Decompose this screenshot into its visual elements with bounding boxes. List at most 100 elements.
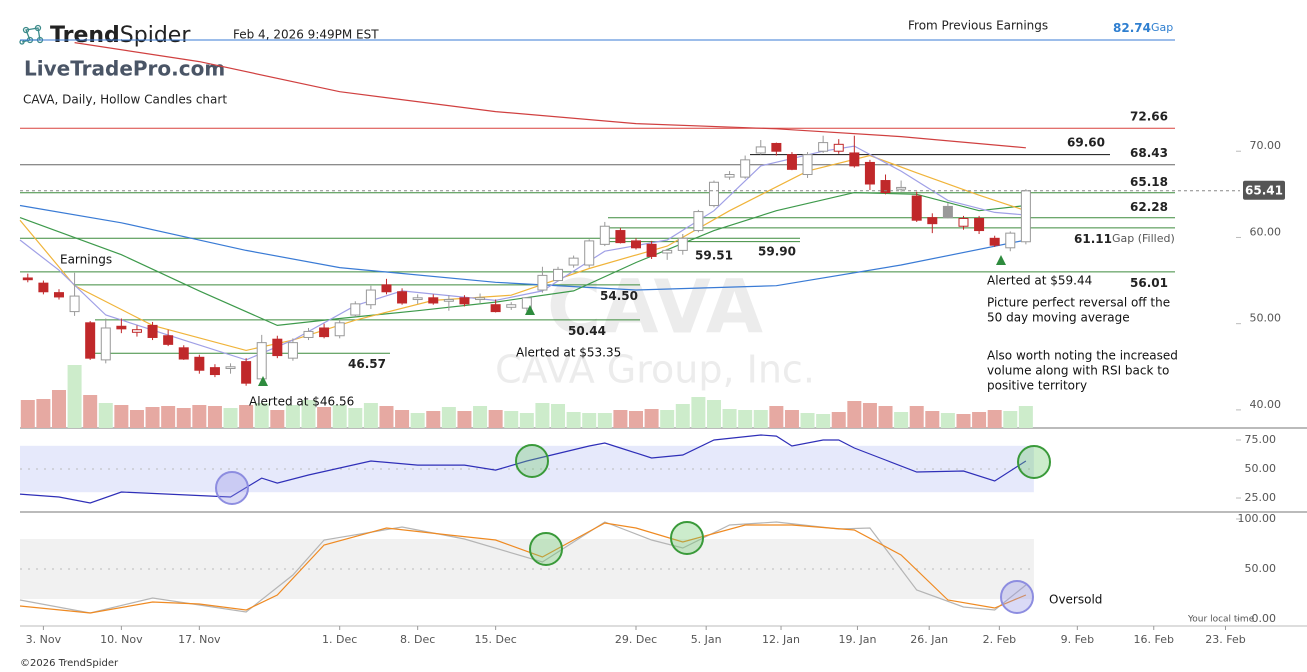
volume-bar xyxy=(987,410,1002,428)
volume-bar xyxy=(67,365,82,428)
level-label: 72.66 xyxy=(1130,109,1168,123)
plot-area xyxy=(19,42,1241,630)
volume-bar xyxy=(504,411,519,428)
volume-bar xyxy=(738,410,753,428)
volume-bar xyxy=(395,410,410,428)
candle-body xyxy=(599,225,610,245)
candle-body xyxy=(958,217,969,227)
y-tick-label: 40.00 xyxy=(1250,398,1282,411)
local-time: Your local time xyxy=(1187,615,1255,625)
volume-bar xyxy=(192,405,207,428)
level-note: Gap (Filled) xyxy=(1112,232,1175,245)
candle-body xyxy=(1020,190,1031,243)
level-label: 54.50 xyxy=(600,288,638,302)
highlight-circle xyxy=(670,521,704,555)
volume-bar xyxy=(925,411,940,428)
logo: TrendSpider xyxy=(50,23,191,48)
candle-body xyxy=(428,297,439,304)
level-value: 59.51 xyxy=(695,248,733,262)
y-tick-label: 50.00 xyxy=(1245,562,1277,575)
volume-bar xyxy=(83,395,98,428)
x-tick-label: 16. Feb xyxy=(1134,633,1174,646)
level-value: 56.01 xyxy=(1130,275,1168,289)
x-tick-label: 9. Feb xyxy=(1061,633,1094,646)
candle-body xyxy=(53,292,64,298)
alert-arrow xyxy=(258,376,268,386)
candle-body xyxy=(708,181,719,207)
candle-body xyxy=(272,338,283,357)
volume-bar xyxy=(566,412,581,428)
x-tick-label: 29. Dec xyxy=(615,633,657,646)
level-label: 59.90 xyxy=(758,244,796,258)
volume-bar xyxy=(379,406,394,428)
volume-bar xyxy=(722,409,737,428)
indicator-line xyxy=(19,521,1027,614)
volume-bar xyxy=(660,410,675,428)
indicator-line xyxy=(19,434,1027,504)
candle-body xyxy=(568,257,579,266)
volume-bar xyxy=(800,413,815,428)
candle-body xyxy=(381,284,392,293)
candle-body xyxy=(584,240,595,266)
level-value: 50.44 xyxy=(568,323,606,337)
candle-body xyxy=(786,154,797,170)
volume-bar xyxy=(582,413,597,428)
annotation: volume along with RSI back to xyxy=(987,364,1169,378)
candle-body xyxy=(241,361,252,384)
candle-body xyxy=(927,217,938,225)
annotation: Oversold xyxy=(1049,593,1102,607)
level-label: 46.57 xyxy=(348,357,386,371)
timestamp: Feb 4, 2026 9:49PM EST xyxy=(233,28,379,42)
candle-body xyxy=(771,142,782,152)
volume-bar xyxy=(769,406,784,428)
highlight-circle xyxy=(1017,445,1051,479)
candle-body xyxy=(864,161,875,185)
candle-body xyxy=(880,180,891,194)
candle-body xyxy=(100,327,111,361)
x-tick-label: 1. Dec xyxy=(322,633,357,646)
volume-bar xyxy=(816,414,831,428)
highlight-circle xyxy=(529,532,563,566)
candle-body xyxy=(319,327,330,338)
volume-bar xyxy=(862,403,877,428)
candle-body xyxy=(365,289,376,306)
candle-body xyxy=(802,154,813,176)
volume-bar xyxy=(909,406,924,428)
x-tick-label: 5. Jan xyxy=(691,633,722,646)
volume-bar xyxy=(753,410,768,428)
candle-body xyxy=(225,366,236,370)
candle-body xyxy=(896,186,907,190)
candle-body xyxy=(22,277,33,281)
candle-body xyxy=(615,230,626,244)
y-tick-label: 100.00 xyxy=(1238,512,1277,525)
gap-info: 82.74Gap xyxy=(1113,21,1173,35)
moving-average xyxy=(19,154,1027,352)
x-tick-label: 3. Nov xyxy=(26,633,62,646)
level-label: 62.28 xyxy=(1130,199,1168,213)
candle-body xyxy=(147,324,158,338)
volume-bar xyxy=(114,405,129,428)
annotation: Alerted at $46.56 xyxy=(249,395,354,409)
candle-body xyxy=(740,159,751,178)
last-price-label: 65.41 xyxy=(1245,183,1283,197)
annotation: Picture perfect reversal off the xyxy=(987,296,1170,310)
candle-body xyxy=(506,304,517,308)
x-tick-label: 19. Jan xyxy=(838,633,876,646)
candle-body xyxy=(194,356,205,371)
annotation: Alerted at $59.44 xyxy=(987,274,1092,288)
logo-light: Spider xyxy=(120,23,192,48)
logo-icon xyxy=(19,24,44,45)
candle-body xyxy=(911,195,922,221)
volume-bar xyxy=(51,390,66,428)
volume-bar xyxy=(488,410,503,428)
candle-body xyxy=(942,205,953,219)
volume-bar xyxy=(1018,406,1033,428)
candle-body xyxy=(116,325,127,330)
candle-body xyxy=(256,342,267,380)
x-tick-label: 10. Nov xyxy=(100,633,143,646)
level-label: 68.43 xyxy=(1130,145,1168,159)
highlight-circle xyxy=(515,444,549,478)
level-label: 65.18 xyxy=(1130,174,1168,188)
gap-suffix: Gap xyxy=(1151,21,1173,34)
